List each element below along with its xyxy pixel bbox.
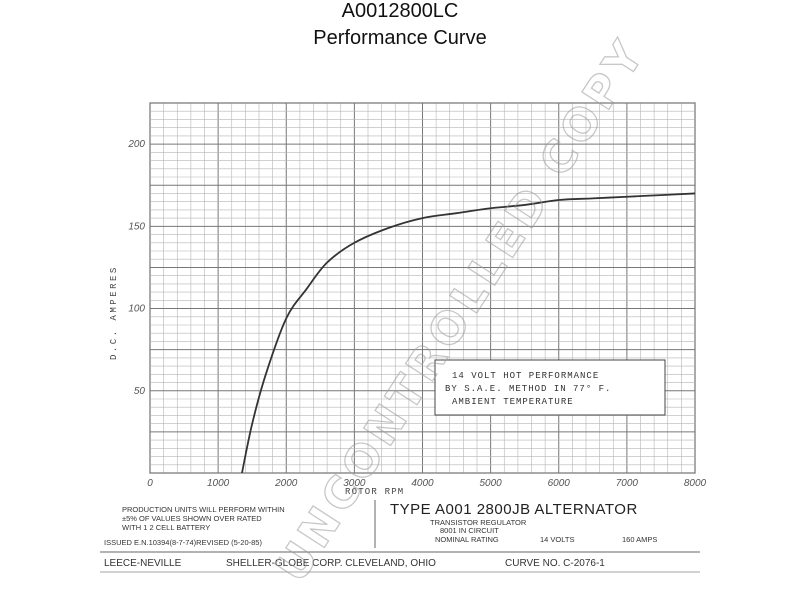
- x-tick-label: 8000: [684, 478, 707, 489]
- rating-amps: 160 AMPS: [622, 535, 657, 544]
- rating-label: NOMINAL RATING: [435, 535, 499, 544]
- x-tick-label: 5000: [480, 478, 503, 489]
- production-note-line: PRODUCTION UNITS WILL PERFORM WITHIN: [122, 505, 285, 514]
- x-tick-label: 4000: [411, 478, 434, 489]
- company-name: LEECE-NEVILLE: [104, 558, 182, 569]
- annotation-line: BY S.A.E. METHOD IN 77° F.: [445, 384, 611, 394]
- y-tick-label: 100: [128, 304, 145, 315]
- x-tick-label: 0: [147, 478, 153, 489]
- x-axis-label: ROTOR RPM: [345, 487, 404, 497]
- series-line: [241, 192, 696, 474]
- x-tick-label: 6000: [548, 478, 571, 489]
- production-note-line: ±5% OF VALUES SHOWN OVER RATED: [122, 514, 262, 523]
- curve-number: CURVE NO. C-2076-1: [505, 558, 605, 569]
- rating-volts: 14 VOLTS: [540, 535, 574, 544]
- regulator-model: 8001 IN CIRCUIT: [440, 526, 499, 535]
- corporation-name: SHELLER-GLOBE CORP. CLEVELAND, OHIO: [226, 558, 436, 569]
- annotation-line: 14 VOLT HOT PERFORMANCE: [452, 371, 599, 381]
- x-tick-label: 1000: [207, 478, 230, 489]
- y-axis-label: D.C. AMPERES: [109, 265, 119, 360]
- y-tick-label: 50: [134, 386, 146, 397]
- x-tick-labels: 0 1000 2000 3000 4000 5000 6000 7000 8000: [147, 478, 706, 489]
- x-tick-label: 7000: [616, 478, 639, 489]
- x-tick-label: 3000: [343, 478, 366, 489]
- performance-curve-subtitle: Performance Curve: [313, 27, 487, 49]
- alternator-type: TYPE A001 2800JB ALTERNATOR: [390, 501, 638, 518]
- part-number-title: A0012800LC: [341, 0, 459, 22]
- annotation-box: 14 VOLT HOT PERFORMANCE BY S.A.E. METHOD…: [434, 359, 666, 416]
- grid: [149, 102, 696, 474]
- title-block: PRODUCTION UNITS WILL PERFORM WITHIN ±5%…: [100, 500, 700, 573]
- x-tick-label: 2000: [274, 478, 298, 489]
- y-tick-label: 150: [128, 221, 145, 232]
- production-note-line: WITH 1 2 CELL BATTERY: [122, 523, 210, 532]
- y-tick-label: 200: [127, 139, 145, 150]
- regulator-label: TRANSISTOR REGULATOR: [430, 518, 527, 527]
- issued-note: ISSUED E.N.10394(8-7-74)REVISED (5-20-85…: [104, 538, 262, 547]
- y-tick-labels: 50 100 150 200: [127, 139, 145, 397]
- annotation-line: AMBIENT TEMPERATURE: [452, 397, 574, 407]
